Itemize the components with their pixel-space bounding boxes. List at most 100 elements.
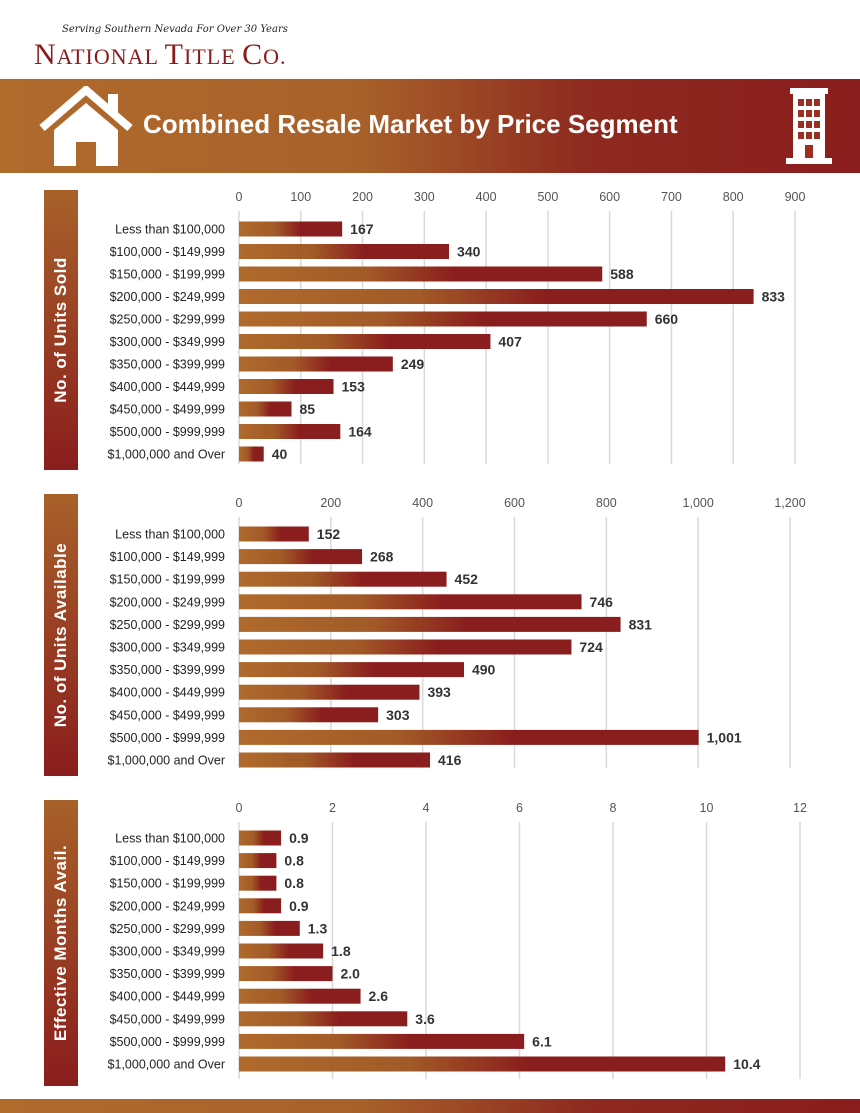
bar [239,1033,525,1049]
house-icon [39,86,133,166]
data-label: 0.8 [284,875,304,891]
side-label-units-available: No. of Units Available [44,494,78,776]
bar [239,943,324,959]
category-label: $400,000 - $449,999 [110,990,225,1004]
category-label: $150,000 - $199,999 [110,573,225,587]
category-label: $250,000 - $299,999 [110,618,225,632]
company-logo: Serving Southern Nevada For Over 30 Year… [34,24,334,74]
bar [239,244,450,259]
data-label: 85 [300,401,316,417]
building-icon [786,88,832,164]
data-label: 6.1 [532,1033,552,1049]
bar [239,752,431,768]
title-banner: Combined Resale Market by Price Segment [0,79,860,173]
bar [239,526,309,542]
data-label: 490 [472,662,496,678]
x-tick-label: 1,200 [774,496,805,510]
data-label: 724 [579,639,603,655]
category-label: $350,000 - $399,999 [110,358,225,372]
side-label-text: No. of Units Sold [51,257,70,403]
category-label: $450,000 - $499,999 [110,708,225,722]
x-tick-label: 0 [236,801,243,815]
category-label: $200,000 - $249,999 [110,595,225,609]
data-label: 588 [610,266,634,282]
x-tick-label: 8 [610,801,617,815]
data-label: 40 [272,446,288,462]
x-tick-label: 1,000 [683,496,714,510]
bar [239,1011,408,1027]
bar [239,549,363,565]
chart-months-available: 0 2 4 6 8 10 12 Less than $100,000 0.9 $100,000 -… [95,797,835,1087]
category-label: $350,000 - $399,999 [110,663,225,677]
bar [239,334,491,349]
chart-units-available: 0 200 400 600 800 1,000 1,200 Less than $100,00… [95,492,835,777]
bar [239,662,464,678]
data-label: 2.0 [341,966,361,982]
data-label: 393 [427,684,451,700]
x-tick-label: 500 [537,190,558,204]
brand-c-rest: O. [263,44,287,69]
side-label-units-sold: No. of Units Sold [44,190,78,470]
bar [239,1056,726,1072]
data-label: 1.8 [331,943,351,959]
bar [239,875,277,891]
x-tick-label: 0 [236,496,243,510]
bar [239,356,393,372]
data-label: 1,001 [707,729,742,745]
x-tick-label: 12 [793,801,807,815]
data-label: 452 [455,571,479,587]
brand-name: NATIONAL TITLE CO. [34,38,287,72]
category-label: $100,000 - $149,999 [110,245,225,259]
category-label: $100,000 - $149,999 [110,550,225,564]
data-label: 164 [348,424,372,440]
data-label: 303 [386,707,410,723]
bar [239,830,282,846]
bar [239,266,603,282]
x-tick-label: 10 [700,801,714,815]
bar [239,379,334,394]
bar [239,729,699,745]
category-label: $100,000 - $149,999 [110,854,225,868]
page-title: Combined Resale Market by Price Segment [143,109,678,139]
side-label-text: Effective Months Avail. [51,844,70,1042]
data-label: 407 [498,334,522,350]
bar [239,639,572,655]
bar [239,920,300,936]
bar [239,446,264,462]
category-label: $150,000 - $199,999 [110,268,225,282]
brand-t-rest: ITLE [184,44,236,69]
data-label: 3.6 [415,1011,435,1027]
months-available-chart-svg: 0 2 4 6 8 10 12 Less than $100,000 0.9 $100,000 -… [108,801,807,1079]
data-label: 340 [457,244,481,260]
bar [239,424,341,439]
brand-c-cap: C [242,38,264,71]
category-label: $300,000 - $349,999 [110,641,225,655]
brand-t-cap: T [164,38,184,71]
category-label: $150,000 - $199,999 [110,877,225,891]
data-label: 831 [629,616,653,632]
x-tick-label: 800 [723,190,744,204]
x-tick-label: 600 [504,496,525,510]
category-label: $500,000 - $999,999 [110,731,225,745]
x-tick-label: 300 [414,190,435,204]
brand-n-cap: N [34,38,57,71]
category-label: $500,000 - $999,999 [110,1035,225,1049]
data-label: 249 [401,356,425,372]
x-tick-label: 0 [236,190,243,204]
category-label: $250,000 - $299,999 [110,313,225,327]
category-label: $400,000 - $449,999 [110,686,225,700]
chart-units-sold: 0 100 200 300 400 500 600 700 800 900 Less than $1… [95,186,835,471]
x-tick-label: 700 [661,190,682,204]
bar [239,401,292,417]
bar [239,853,277,869]
x-tick-label: 4 [423,801,430,815]
x-tick-label: 600 [599,190,620,204]
bar [239,221,343,237]
bar [239,311,647,327]
data-label: 2.6 [369,988,389,1004]
bar [239,988,361,1004]
category-label: $400,000 - $449,999 [110,380,225,394]
data-label: 268 [370,549,394,565]
side-label-text: No. of Units Available [51,542,70,728]
data-label: 0.9 [289,830,309,846]
